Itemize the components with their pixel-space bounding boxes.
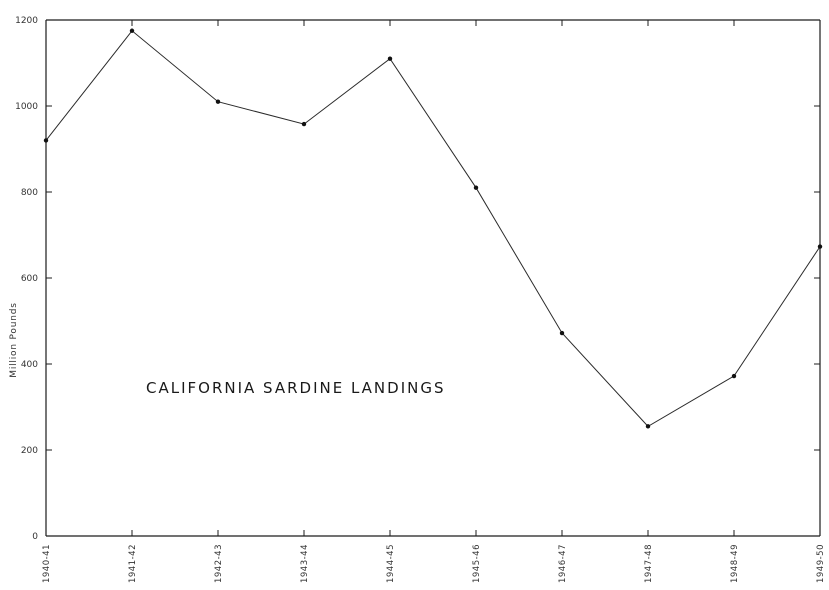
data-point: [645, 424, 651, 429]
data-point: [387, 56, 393, 61]
x-tick-label: 1948-49: [730, 544, 740, 583]
x-tick-label: 1946-47: [558, 544, 568, 583]
x-tick-label: 1941-42: [128, 544, 138, 583]
x-tick-label: 1942-43: [214, 544, 224, 583]
data-point: [215, 99, 221, 104]
data-point: [43, 138, 49, 143]
series-line: [45, 30, 821, 428]
data-point: [473, 185, 479, 190]
y-tick-label: 1200: [15, 16, 38, 26]
y-tick-label: 0: [32, 532, 38, 542]
y-tick-label: 200: [21, 446, 38, 456]
data-point: [559, 330, 565, 336]
series-layer: [43, 28, 823, 429]
y-tick-label: 1000: [15, 102, 38, 112]
y-tick-label: 800: [21, 188, 38, 198]
x-axis-ticks: 1940-41 1941-42 1942-43 1943-44 1944-45 1945-…: [42, 20, 826, 583]
x-tick-label: 1947-48: [644, 544, 654, 583]
x-tick-label: 1944-45: [386, 544, 396, 583]
y-axis-label: Million Pounds: [9, 302, 19, 377]
data-point: [129, 28, 135, 33]
plot-frame: [45, 19, 821, 537]
x-tick-label: 1945-46: [472, 544, 482, 583]
y-tick-label: 600: [21, 274, 38, 284]
data-point: [817, 244, 823, 249]
chart-title: CALIFORNIA SARDINE LANDINGS: [146, 379, 446, 397]
y-axis-ticks: 0 200 400 600 800 1000 1200: [15, 16, 820, 542]
data-point: [731, 373, 737, 379]
data-point: [301, 121, 307, 127]
x-tick-label: 1949-50: [816, 544, 826, 583]
x-tick-label: 1940-41: [42, 544, 52, 583]
y-tick-label: 400: [21, 360, 38, 370]
x-tick-label: 1943-44: [300, 544, 310, 583]
